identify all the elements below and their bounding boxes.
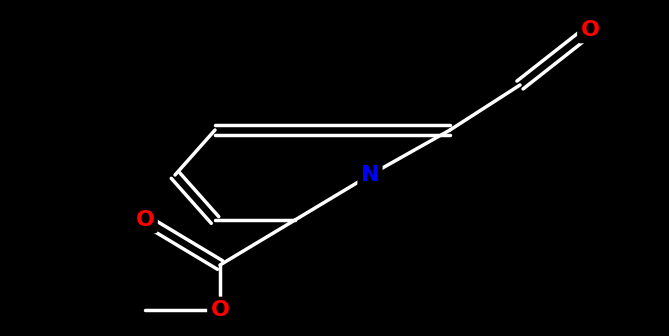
Text: O: O xyxy=(211,300,229,320)
Text: O: O xyxy=(581,20,599,40)
Text: N: N xyxy=(361,165,379,185)
Text: O: O xyxy=(136,210,155,230)
